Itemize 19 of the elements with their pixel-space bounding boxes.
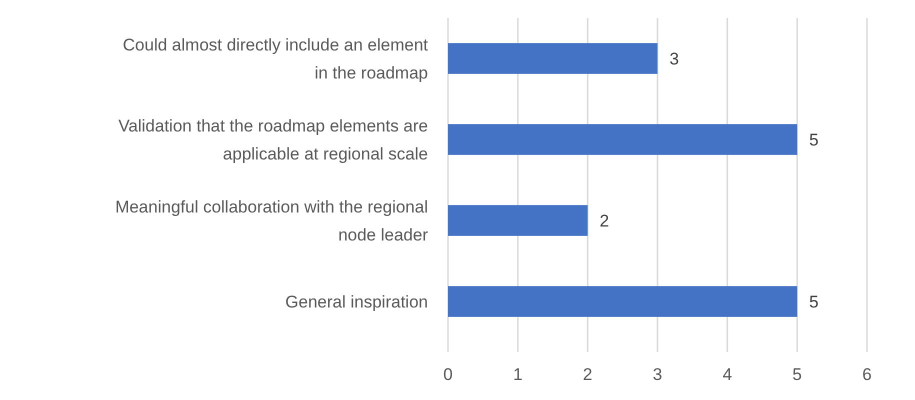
x-tick-label: 0 [443,365,453,384]
bar [448,286,798,317]
data-label: 5 [809,292,819,312]
x-tick-label: 5 [792,365,802,384]
data-label: 5 [809,130,819,150]
data-label: 2 [600,211,610,230]
bar [448,205,588,236]
y-tick-label: Meaningful collaboration with the regional node leader [115,197,428,244]
bar [448,43,658,74]
y-tick-label: Could almost directly include an element in the roadmap [122,35,428,82]
y-tick-label: General inspiration [285,292,428,312]
data-label: 3 [670,49,679,68]
x-tick-label: 1 [513,365,523,384]
bar [448,124,798,155]
y-tick-label: Validation that the roadmap elements are applicable at regional scale [118,116,428,164]
x-tick-label: 4 [722,365,732,384]
x-tick-label: 6 [862,365,872,384]
x-tick-label: 2 [582,365,592,384]
x-tick-label: 3 [652,365,662,384]
